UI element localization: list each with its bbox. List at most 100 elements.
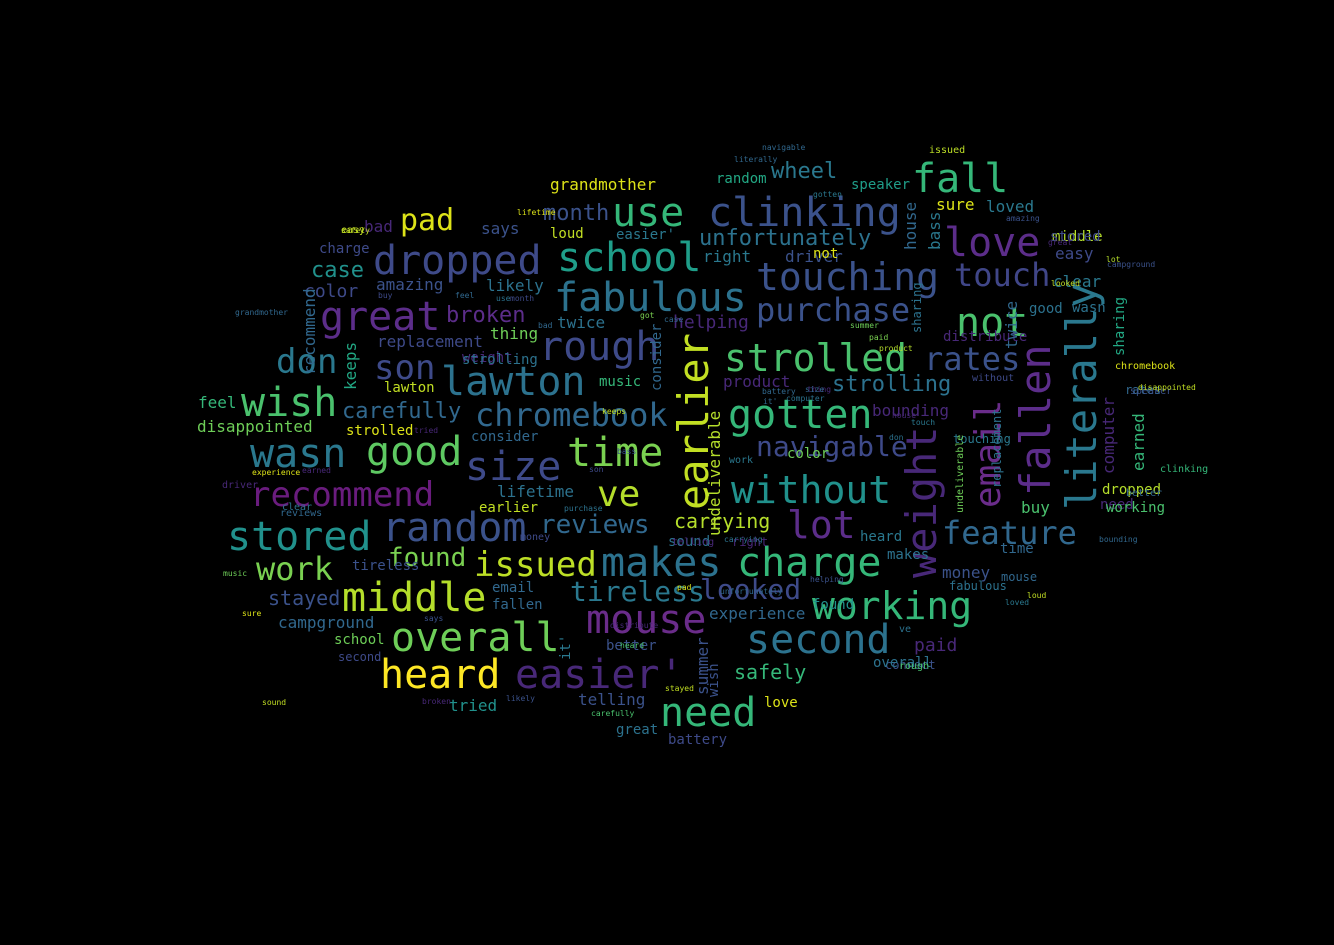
word-helping: helping bbox=[673, 312, 749, 333]
word-feel: feel bbox=[198, 393, 237, 412]
word-fabulous: fabulous bbox=[554, 275, 747, 321]
word-middle: middle bbox=[342, 575, 487, 621]
word-mouse: mouse bbox=[586, 597, 706, 643]
word-easy: easy bbox=[341, 225, 365, 236]
word-easy: easy bbox=[1055, 244, 1094, 263]
word-need: need bbox=[660, 690, 756, 736]
word-loved: loved bbox=[1005, 598, 1029, 607]
word-working: working bbox=[1106, 500, 1165, 516]
word-loud: loud bbox=[1027, 591, 1046, 600]
word-color: color bbox=[304, 281, 358, 302]
word-speaker: speaker bbox=[1130, 386, 1172, 397]
word-gotten: gotten bbox=[728, 392, 873, 438]
word-right: right bbox=[703, 247, 751, 266]
word-mouse: mouse bbox=[1001, 570, 1037, 584]
word-likely: likely bbox=[506, 694, 535, 703]
word-distribute: distribute bbox=[943, 329, 1027, 345]
word-undeliverable: undeliverable bbox=[955, 435, 966, 513]
word-dropped: dropped bbox=[1102, 482, 1161, 498]
word-rough: rough bbox=[539, 324, 659, 370]
word-wheel: wheel bbox=[771, 159, 837, 184]
word-speaker: speaker bbox=[851, 177, 910, 193]
word-love: love bbox=[764, 695, 798, 711]
word-reviews: reviews bbox=[280, 508, 322, 519]
word-grandmother: grandmother bbox=[235, 308, 288, 317]
word-carefully: carefully bbox=[591, 709, 635, 718]
word-rates: rates bbox=[924, 340, 1020, 378]
word-earned: earned bbox=[302, 466, 331, 475]
word-tried: tried bbox=[414, 426, 438, 435]
word-love: love bbox=[944, 220, 1040, 266]
word-product: product bbox=[723, 372, 790, 391]
word-reviews: reviews bbox=[540, 510, 650, 540]
word-keeps: keeps bbox=[341, 342, 360, 390]
word-use: use bbox=[496, 294, 511, 303]
word-lawton: lawton bbox=[384, 380, 435, 396]
word-experience: experience bbox=[252, 468, 300, 477]
word-lot: lot bbox=[1106, 255, 1121, 264]
word-driver: driver bbox=[785, 247, 843, 266]
word-grandmother: grandmother bbox=[550, 175, 656, 194]
word-safely: safely bbox=[734, 660, 806, 684]
word-use: use bbox=[612, 190, 684, 236]
word-lot: lot bbox=[787, 503, 856, 547]
word-wish: wish bbox=[241, 380, 337, 426]
word-carefully: carefully bbox=[342, 399, 461, 424]
word-rates: rates bbox=[1125, 383, 1161, 397]
word-telling: telling bbox=[578, 690, 645, 709]
word-money: money bbox=[520, 532, 550, 543]
word-school: school bbox=[334, 632, 385, 648]
word-thing: thing bbox=[490, 324, 538, 343]
word-loud: loud bbox=[550, 226, 584, 242]
word-charge: charge bbox=[737, 540, 882, 586]
word-navigable: navigable bbox=[762, 143, 806, 152]
word-don: don bbox=[276, 342, 337, 382]
word-lifetime: lifetime bbox=[497, 482, 574, 501]
word-right: right bbox=[732, 535, 768, 549]
word-middle: middle bbox=[1052, 229, 1103, 245]
word-summer: summer bbox=[850, 321, 879, 330]
word-it-: it' bbox=[763, 397, 777, 406]
word-amazing: amazing bbox=[1006, 214, 1040, 223]
word-unfortunately: unfortunately bbox=[699, 226, 871, 251]
word-loved: loved bbox=[986, 197, 1034, 216]
word-stayed: stayed bbox=[665, 684, 694, 693]
word-wish: wish bbox=[706, 663, 722, 697]
word-looked: looked bbox=[1051, 279, 1080, 288]
word-earlier: earlier bbox=[479, 500, 538, 516]
word-chromebook: chromebook bbox=[475, 396, 668, 434]
word-money: money bbox=[942, 563, 991, 582]
word-chromebook: chromebook bbox=[1115, 361, 1175, 372]
word-house: house bbox=[892, 411, 916, 420]
word-thing: thing bbox=[807, 385, 831, 394]
word-broken: broken bbox=[422, 697, 451, 706]
word-tried: tried bbox=[449, 696, 497, 715]
word-likely: likely bbox=[486, 276, 544, 295]
word-touching: touching bbox=[756, 255, 939, 299]
word-stayed: stayed bbox=[268, 586, 340, 610]
word-case: case bbox=[664, 315, 683, 324]
word-disappointed: disappointed bbox=[197, 417, 313, 436]
word-random: random bbox=[382, 505, 527, 551]
word-strolling: strolling bbox=[832, 372, 951, 397]
word-rough: rough bbox=[899, 661, 929, 672]
word-consider: consider bbox=[471, 429, 538, 445]
word-without: without bbox=[972, 373, 1014, 384]
word-size: size bbox=[805, 385, 824, 394]
word-earlier: earlier bbox=[669, 333, 718, 510]
word-bad: bad bbox=[364, 217, 393, 236]
word-email: email bbox=[968, 400, 1009, 508]
word-fallen: fallen bbox=[1011, 344, 1060, 496]
word-carrying: carrying bbox=[724, 535, 763, 544]
word-touch: touch bbox=[911, 418, 935, 427]
word-touch: touch bbox=[954, 256, 1050, 294]
word-work: work bbox=[256, 550, 333, 588]
word-literally: literally bbox=[734, 155, 778, 164]
word-easier-: easier' bbox=[515, 652, 684, 698]
word-feature: feature bbox=[942, 514, 1077, 552]
word-month: month bbox=[510, 294, 534, 303]
word-great: great bbox=[1048, 238, 1072, 247]
word-son: son bbox=[374, 348, 435, 388]
word-heard: heard bbox=[380, 652, 500, 698]
